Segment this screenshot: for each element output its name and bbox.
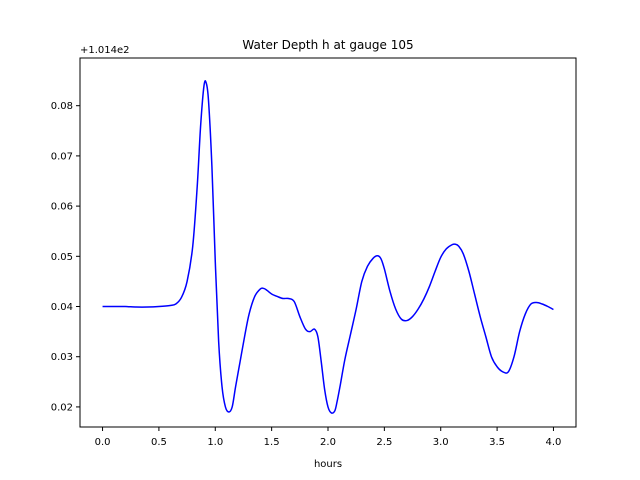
y-axis: 0.02 0.03 0.04 0.05 0.06 0.07 0.08 — [51, 101, 80, 413]
x-tick-label: 3.5 — [489, 437, 505, 448]
series-line-water-depth — [102, 79, 554, 414]
x-axis: 0.0 0.5 1.0 1.5 2.0 2.5 3.0 3.5 4.0 — [95, 427, 562, 448]
x-axis-label: hours — [314, 459, 342, 470]
x-tick-label: 2.5 — [376, 437, 392, 448]
x-tick-label: 0.5 — [151, 437, 167, 448]
x-tick-label: 4.0 — [546, 437, 562, 448]
y-tick-label: 0.02 — [51, 402, 73, 413]
plot-area — [102, 79, 554, 414]
y-tick-label: 0.08 — [51, 101, 73, 112]
y-tick-label: 0.07 — [51, 151, 73, 162]
y-tick-label: 0.03 — [51, 352, 73, 363]
y-tick-label: 0.05 — [51, 252, 73, 263]
y-tick-label: 0.06 — [51, 202, 73, 213]
x-tick-label: 3.0 — [433, 437, 449, 448]
x-tick-label: 1.0 — [207, 437, 223, 448]
y-tick-label: 0.04 — [51, 302, 73, 313]
chart-title: Water Depth h at gauge 105 — [242, 38, 413, 52]
x-tick-label: 1.5 — [264, 437, 280, 448]
x-tick-label: 0.0 — [95, 437, 111, 448]
x-tick-label: 2.0 — [320, 437, 336, 448]
y-axis-offset-label: +1.014e2 — [80, 45, 130, 56]
